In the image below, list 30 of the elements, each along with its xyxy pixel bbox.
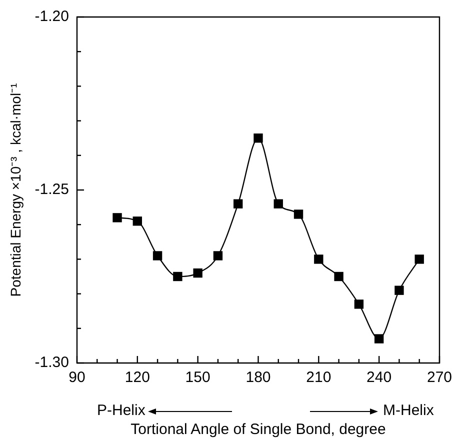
point [132, 216, 142, 226]
x-tick-label: 180 [246, 369, 271, 386]
y-tick-label: -1.30 [34, 354, 69, 372]
point [173, 272, 182, 282]
point [394, 286, 404, 295]
point [152, 251, 162, 260]
point [294, 210, 304, 219]
point [213, 251, 223, 260]
y-axis-title: Potential Energy ×10⁻³ , kcal·mol⁻¹ [7, 82, 24, 297]
point [414, 254, 424, 264]
x-tick-label: 210 [306, 369, 332, 386]
point [314, 254, 324, 264]
point [193, 268, 202, 278]
point [374, 334, 384, 344]
point [274, 199, 283, 208]
text: P-Helix [97, 402, 146, 420]
x-tick-label: 150 [185, 369, 210, 386]
x-tick-label: 120 [124, 369, 150, 386]
y-tick-label: -1.20 [34, 8, 69, 26]
x-axis-title: Tortional Angle of Single Bond, degree [130, 421, 386, 438]
y-tick-label: -1.25 [34, 181, 69, 198]
point [254, 134, 263, 143]
x-tick-label: 270 [426, 369, 452, 386]
x-tick-label: 90 [68, 369, 86, 386]
point [112, 213, 122, 222]
text: M-Helix [383, 402, 434, 420]
point [334, 272, 344, 282]
point [354, 300, 364, 309]
point [234, 199, 243, 208]
x-tick-label: 240 [366, 369, 392, 386]
